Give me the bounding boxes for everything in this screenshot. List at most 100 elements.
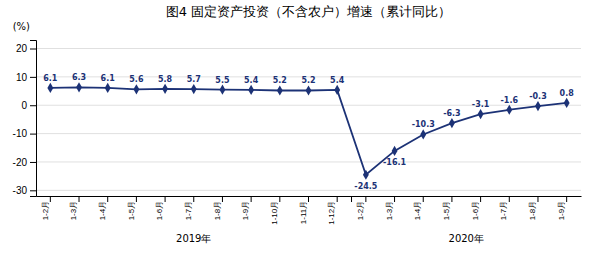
marker xyxy=(133,84,139,94)
x-tick-mark xyxy=(107,196,108,202)
data-label: -6.3 xyxy=(443,109,461,118)
grid-line xyxy=(36,133,581,134)
data-label: -1.6 xyxy=(501,96,519,105)
data-label: 5.7 xyxy=(187,75,201,84)
y-tick-mark xyxy=(30,190,36,191)
marker xyxy=(506,105,512,115)
x-tick: 1-12月 xyxy=(327,196,337,225)
y-axis-label: (%) xyxy=(13,21,30,32)
y-tick: 20 xyxy=(16,43,36,54)
x-tick-mark xyxy=(136,196,137,202)
x-tick-mark xyxy=(50,196,51,202)
x-tick: 1-9月 xyxy=(241,196,251,220)
x-tick: 1-3月 xyxy=(69,196,79,220)
x-tick-label: 1-3月 xyxy=(69,201,78,221)
x-tick: 1-6月 xyxy=(471,196,481,220)
y-tick: 0 xyxy=(21,100,36,111)
marker xyxy=(535,101,541,111)
x-tick-mark xyxy=(537,196,538,202)
x-tick: 1-6月 xyxy=(155,196,165,220)
x-tick-mark xyxy=(337,196,338,202)
year-separator xyxy=(351,196,352,202)
x-tick-mark xyxy=(251,196,252,202)
marker xyxy=(420,129,426,139)
y-tick-mark xyxy=(30,134,36,135)
grid-line xyxy=(36,105,581,106)
x-tick-mark xyxy=(79,196,80,202)
y-tick-mark xyxy=(30,162,36,163)
x-tick-label: 1-2月 xyxy=(356,201,365,221)
marker xyxy=(392,146,398,156)
marker xyxy=(76,82,82,92)
y-tick-mark xyxy=(30,49,36,50)
x-tick-mark xyxy=(279,196,280,202)
marker xyxy=(363,170,369,180)
x-tick: 1-5月 xyxy=(127,196,137,220)
x-tick-label: 1-8月 xyxy=(213,201,222,221)
marker xyxy=(478,109,484,119)
x-tick-mark xyxy=(566,196,567,202)
x-tick-mark xyxy=(193,196,194,202)
x-tick-label: 1-3月 xyxy=(385,201,394,221)
x-tick: 1-4月 xyxy=(413,196,423,220)
marker xyxy=(334,85,340,95)
x-tick-mark xyxy=(165,196,166,202)
x-tick-label: 1-5月 xyxy=(442,201,451,221)
x-tick-label: 1-4月 xyxy=(98,201,107,221)
x-tick: 1-8月 xyxy=(213,196,223,220)
marker xyxy=(220,85,226,95)
y-tick-label: -20 xyxy=(13,157,28,168)
y-tick-mark xyxy=(30,77,36,78)
x-tick-mark xyxy=(394,196,395,202)
grid-line xyxy=(36,161,581,162)
y-tick-label: 0 xyxy=(21,100,27,111)
x-tick-label: 1-5月 xyxy=(127,201,136,221)
marker xyxy=(162,84,168,94)
x-tick: 1-11月 xyxy=(299,196,309,224)
x-tick: 1-10月 xyxy=(270,196,280,225)
marker xyxy=(47,83,53,93)
marker xyxy=(191,84,197,94)
y-axis: -30-20-1001020 xyxy=(13,41,37,197)
data-label: 6.1 xyxy=(43,74,58,83)
x-tick-label: 1-10月 xyxy=(270,201,279,225)
x-tick: 1-2月 xyxy=(41,196,51,220)
x-tick-mark xyxy=(451,196,452,202)
data-label: 0.8 xyxy=(560,89,575,98)
data-label: -24.5 xyxy=(354,182,377,191)
x-tick-label: 1-9月 xyxy=(241,201,250,221)
x-tick-mark xyxy=(423,196,424,202)
grid-line xyxy=(36,190,581,191)
marker xyxy=(449,118,455,128)
marker xyxy=(248,85,254,95)
x-tick: 1-5月 xyxy=(442,196,452,220)
marker xyxy=(277,85,283,95)
year-label: 2020年 xyxy=(449,233,484,244)
marker xyxy=(105,83,111,93)
x-tick-mark xyxy=(509,196,510,202)
x-tick-label: 1-7月 xyxy=(184,201,193,221)
x-tick-label: 1-2月 xyxy=(41,201,50,221)
data-label: 6.1 xyxy=(101,74,116,83)
x-tick-label: 1-12月 xyxy=(327,201,336,225)
plot: -30-20-10010201-2月1-3月1-4月1-5月1-6月1-7月1-… xyxy=(13,41,582,245)
x-tick-mark xyxy=(222,196,223,202)
marker xyxy=(306,85,312,95)
x-tick: 1-7月 xyxy=(184,196,194,220)
y-tick: -20 xyxy=(13,157,36,168)
x-tick-mark xyxy=(308,196,309,202)
data-label: -0.3 xyxy=(529,92,547,101)
y-tick-label: 10 xyxy=(16,72,28,83)
x-tick: 1-9月 xyxy=(557,196,567,220)
data-labels: 6.16.36.15.65.85.75.55.45.25.25.4-24.5-1… xyxy=(43,73,574,190)
x-tick-label: 1-8月 xyxy=(528,201,537,221)
data-label: 5.2 xyxy=(273,76,287,85)
data-label: 5.5 xyxy=(215,76,230,85)
y-tick: -10 xyxy=(13,128,36,139)
data-label: 5.8 xyxy=(158,75,173,84)
grid xyxy=(36,49,581,191)
x-tick: 1-4月 xyxy=(98,196,108,220)
x-tick-label: 1-6月 xyxy=(155,201,164,221)
x-tick: 1-2月 xyxy=(356,196,366,220)
data-label: -16.1 xyxy=(383,158,406,167)
